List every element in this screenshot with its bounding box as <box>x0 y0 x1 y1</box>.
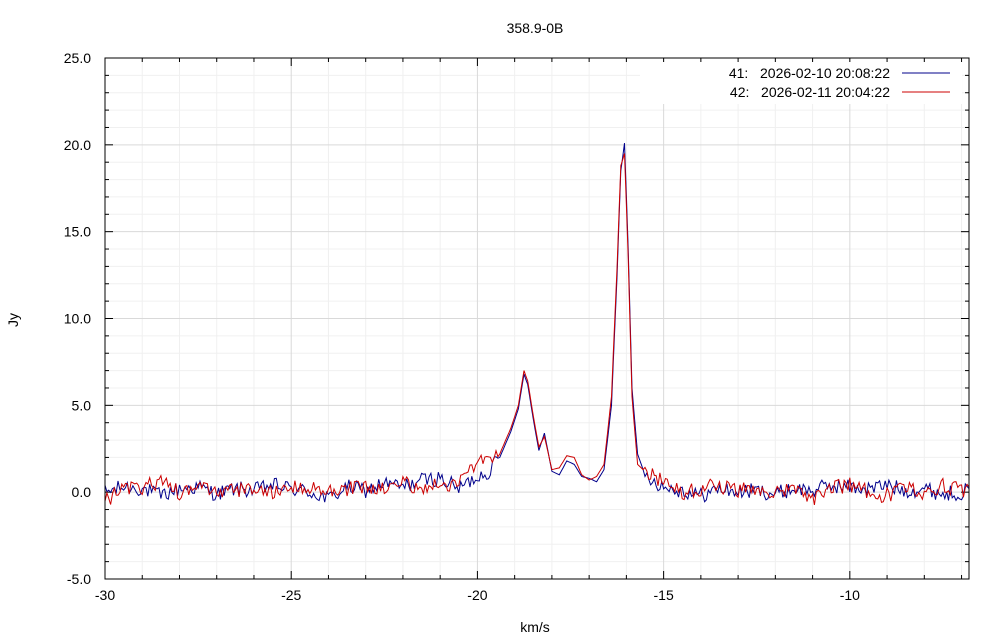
series-line-42 <box>105 153 969 505</box>
major-grid <box>105 58 969 579</box>
x-tick-label: -25 <box>281 587 301 603</box>
chart-title: 358.9-0B <box>507 20 564 36</box>
x-tick-label: -30 <box>95 587 115 603</box>
legend-label-series-41: 41: 2026-02-10 20:08:22 <box>729 65 890 81</box>
y-tick-label: 5.0 <box>72 397 92 413</box>
y-axis-label: Jy <box>5 313 21 327</box>
y-tick-label: -5.0 <box>67 571 91 587</box>
legend-label-series-42: 42: 2026-02-11 20:04:22 <box>730 84 890 100</box>
x-tick-label: -10 <box>840 587 860 603</box>
x-tick-label: -20 <box>467 587 487 603</box>
x-tick-label: -15 <box>654 587 674 603</box>
y-tick-label: 15.0 <box>64 224 91 240</box>
x-axis-label: km/s <box>520 619 550 635</box>
y-tick-label: 10.0 <box>64 311 91 327</box>
legend: 41: 2026-02-10 20:08:22 42: 2026-02-11 2… <box>640 62 962 104</box>
y-tick-label: 0.0 <box>72 484 92 500</box>
series-layer <box>105 143 969 505</box>
series-line-41 <box>105 143 969 503</box>
tick-labels: -30 -25 -20 -15 -10 -5.0 0.0 5.0 10.0 15.0 20.0 25.… <box>64 50 860 603</box>
y-tick-label: 20.0 <box>64 137 91 153</box>
plot-frame <box>104 57 970 580</box>
legend-background <box>640 62 962 104</box>
y-tick-label: 25.0 <box>64 50 91 66</box>
